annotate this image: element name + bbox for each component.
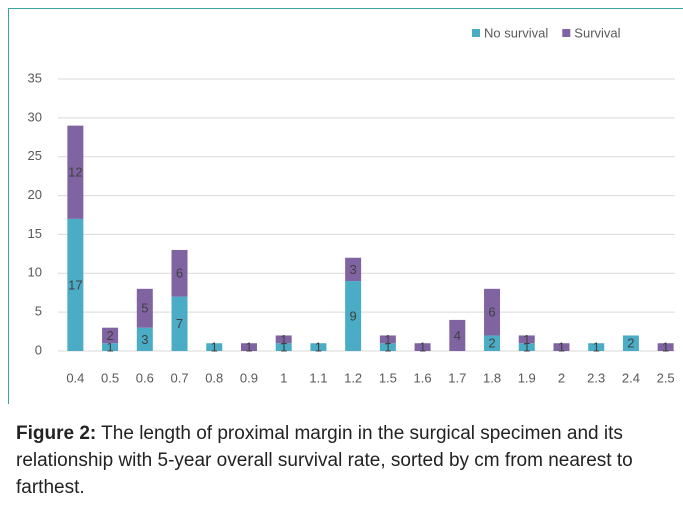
x-tick-label: 0.4 bbox=[66, 370, 84, 385]
bar-segment bbox=[484, 288, 501, 336]
data-label: 9 bbox=[350, 308, 357, 323]
bar-segment bbox=[240, 343, 257, 351]
data-label: 2 bbox=[488, 336, 495, 351]
data-label: 3 bbox=[350, 262, 357, 277]
data-label: 4 bbox=[454, 328, 461, 343]
legend-swatch bbox=[472, 29, 480, 37]
x-tick-label: 1.6 bbox=[414, 370, 432, 385]
data-label: 6 bbox=[488, 305, 495, 320]
data-label: 2 bbox=[106, 328, 113, 343]
bar-segment bbox=[414, 343, 431, 351]
data-label: 1 bbox=[523, 332, 530, 347]
y-tick-label: 20 bbox=[28, 187, 42, 202]
data-label: 3 bbox=[141, 332, 148, 347]
bar-segment bbox=[518, 335, 535, 344]
bar-segment bbox=[275, 335, 292, 344]
caption-text: The length of proximal margin in the sur… bbox=[16, 423, 633, 498]
legend-label: Survival bbox=[574, 25, 620, 40]
x-tick-label: 1.7 bbox=[448, 370, 466, 385]
bar-segment bbox=[171, 296, 188, 351]
bar-segment bbox=[379, 335, 396, 344]
x-tick-label: 1.9 bbox=[518, 370, 536, 385]
bar-segment bbox=[102, 343, 119, 351]
data-label: 7 bbox=[176, 316, 183, 331]
legend-label: No survival bbox=[484, 25, 548, 40]
y-tick-label: 25 bbox=[28, 148, 42, 163]
x-tick-label: 0.5 bbox=[101, 370, 119, 385]
data-label: 2 bbox=[627, 336, 634, 351]
data-label: 6 bbox=[176, 266, 183, 281]
x-tick-label: 2 bbox=[558, 370, 565, 385]
bar-segment bbox=[171, 249, 188, 297]
bar-segment bbox=[449, 319, 466, 351]
bar-segment bbox=[622, 335, 639, 351]
data-label: 1 bbox=[558, 340, 565, 355]
bar-segment bbox=[484, 335, 501, 351]
legend-swatch bbox=[562, 29, 571, 37]
x-tick-label: 2.4 bbox=[622, 370, 640, 385]
bar-segment bbox=[310, 343, 327, 351]
y-tick-label: 0 bbox=[35, 342, 42, 357]
bar-segment bbox=[67, 125, 84, 219]
data-label: 1 bbox=[280, 340, 287, 355]
x-tick-label: 0.9 bbox=[240, 370, 258, 385]
bar-segment bbox=[379, 343, 396, 351]
bar-segment bbox=[102, 327, 119, 344]
bar-segment bbox=[136, 327, 153, 351]
y-tick-label: 15 bbox=[28, 226, 42, 241]
x-tick-label: 1.5 bbox=[379, 370, 397, 385]
bar-segment bbox=[206, 343, 223, 351]
bar-segment bbox=[657, 343, 674, 351]
data-label: 1 bbox=[245, 340, 252, 355]
data-label: 5 bbox=[141, 301, 148, 316]
bar-segment bbox=[345, 257, 362, 282]
data-label: 1 bbox=[523, 340, 530, 355]
x-tick-label: 0.6 bbox=[136, 370, 154, 385]
bar-segment bbox=[518, 343, 535, 351]
x-tick-label: 1.8 bbox=[483, 370, 501, 385]
data-label: 1 bbox=[384, 332, 391, 347]
x-tick-label: 2.3 bbox=[587, 370, 605, 385]
bar-segment bbox=[136, 288, 153, 328]
data-label: 1 bbox=[593, 340, 600, 355]
chart: 051015202530350.417120.5120.6350.7760.81… bbox=[28, 25, 675, 385]
x-tick-label: 2.5 bbox=[657, 370, 675, 385]
data-label: 12 bbox=[68, 165, 82, 180]
data-label: 1 bbox=[211, 340, 218, 355]
y-tick-label: 35 bbox=[28, 70, 42, 85]
x-tick-label: 1 bbox=[280, 370, 287, 385]
frame bbox=[8, 8, 683, 404]
bar-segment bbox=[67, 218, 84, 351]
data-label: 17 bbox=[68, 277, 82, 292]
data-label: 1 bbox=[315, 340, 322, 355]
data-label: 1 bbox=[106, 340, 113, 355]
caption-label: Figure 2: bbox=[16, 423, 97, 444]
x-tick-label: 1.1 bbox=[309, 370, 327, 385]
y-tick-label: 10 bbox=[28, 265, 42, 280]
bar-segment bbox=[345, 281, 362, 351]
bar-segment bbox=[588, 343, 605, 351]
data-label: 1 bbox=[662, 340, 669, 355]
y-tick-label: 30 bbox=[28, 109, 42, 124]
x-tick-label: 0.8 bbox=[205, 370, 223, 385]
data-label: 1 bbox=[384, 340, 391, 355]
y-tick-label: 5 bbox=[35, 304, 42, 319]
data-label: 1 bbox=[419, 340, 426, 355]
x-tick-label: 1.2 bbox=[344, 370, 362, 385]
bar-segment bbox=[275, 343, 292, 351]
caption: Figure 2: The length of proximal margin … bbox=[16, 420, 666, 501]
bar-segment bbox=[553, 343, 570, 351]
data-label: 1 bbox=[280, 332, 287, 347]
x-tick-label: 0.7 bbox=[170, 370, 188, 385]
